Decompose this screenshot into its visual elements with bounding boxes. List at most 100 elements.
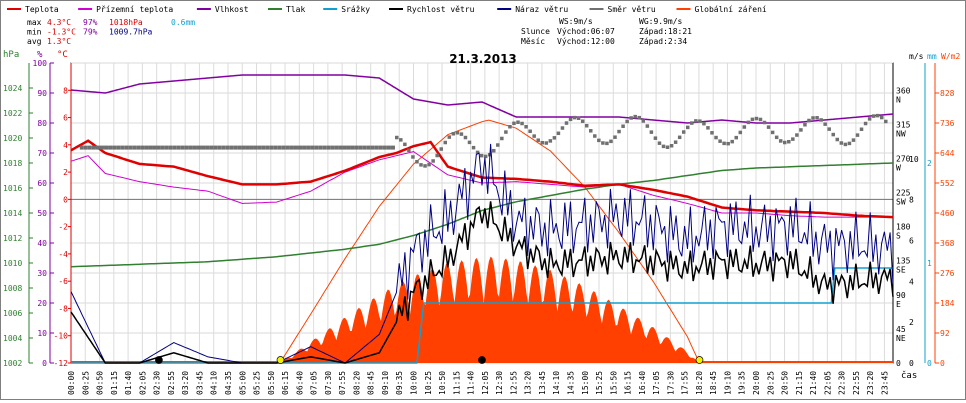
x-tick-label: 02:05 xyxy=(138,371,147,395)
wind-dir-dot xyxy=(435,153,439,158)
wind-dir-dot xyxy=(225,145,230,150)
wind-dir-dot xyxy=(645,124,650,128)
wind-dir-dot xyxy=(253,145,258,150)
wind-dir-dot xyxy=(172,145,177,150)
deg-tick: 225 xyxy=(896,189,911,198)
wind-dir-dot xyxy=(443,140,448,145)
wind-dir-dot xyxy=(330,145,335,150)
wind-dir-dot xyxy=(148,145,153,150)
wm2-tick: 828 xyxy=(940,89,955,98)
wind-dir-dot xyxy=(439,147,443,151)
hpa-tick: 1024 xyxy=(3,84,22,93)
wind-dir-dot xyxy=(722,141,726,146)
wind-dir-dot xyxy=(241,145,246,150)
stat-rain: 0.6mm xyxy=(171,18,195,27)
x-tick-label: 14:10 xyxy=(552,371,561,395)
wind-dir-dot xyxy=(819,118,823,122)
wind-dir-dot xyxy=(625,119,629,124)
wind-dir-dot xyxy=(496,143,500,147)
wind-dir-dot xyxy=(766,125,771,129)
hpa-tick: 1016 xyxy=(3,184,22,193)
wind-dir-dot xyxy=(390,145,395,150)
wind-dir-dot xyxy=(641,119,646,123)
wind-dir-dot xyxy=(164,145,169,150)
wind-dir-dot xyxy=(714,135,718,140)
wind-dir-dot xyxy=(350,145,355,150)
wm2-unit: W/m2 xyxy=(941,52,960,61)
deg-tick: 135 xyxy=(896,257,911,266)
wind-dir-dot xyxy=(710,131,714,135)
wind-dir-dot xyxy=(91,145,96,150)
wind-dir-dot xyxy=(568,117,573,122)
x-tick-label: 01:15 xyxy=(110,371,119,395)
wind-dir-dot xyxy=(532,134,536,138)
ms-unit: m/s xyxy=(909,52,924,61)
info-moon-set: Západ:2:34 xyxy=(639,37,687,46)
wind-dir-dot xyxy=(455,130,460,135)
wind-dir-dot xyxy=(855,133,860,137)
x-tick-label: 17:55 xyxy=(681,371,690,395)
wind-dir-dot xyxy=(192,145,197,150)
wind-dir-dot xyxy=(463,135,468,140)
hpa-unit: hPa xyxy=(3,50,19,60)
wind-dir-dot xyxy=(475,150,480,155)
wm2-tick: 0 xyxy=(940,359,945,368)
wind-dir-dot xyxy=(492,148,496,153)
wind-dir-dot xyxy=(467,140,472,145)
wm2-tick: 276 xyxy=(940,269,955,278)
wind-dir-dot xyxy=(811,116,815,120)
x-tick-label: 09:35 xyxy=(395,371,404,395)
x-tick-label: 08:45 xyxy=(367,371,376,395)
wind-dir-dot xyxy=(459,132,464,136)
x-tick-label: 05:00 xyxy=(238,371,247,395)
mm-tick: 2 xyxy=(927,159,932,168)
wind-dir-dot xyxy=(770,130,775,135)
x-tick-label: 11:15 xyxy=(452,371,461,395)
wind-dir-dot xyxy=(95,145,100,150)
wind-dir-dot xyxy=(217,145,222,150)
x-tick-label: 18:20 xyxy=(695,371,704,395)
deg-tick: 90 xyxy=(896,291,906,300)
wind-dir-dot xyxy=(411,155,415,159)
x-axis-label: čas xyxy=(901,370,917,381)
x-tick-label: 20:50 xyxy=(781,371,790,395)
wind-dir-dot xyxy=(370,145,375,150)
deg-dir-label: E xyxy=(896,300,901,309)
wind-dir-dot xyxy=(104,145,109,150)
wind-dir-dot xyxy=(500,136,504,141)
wind-dir-dot xyxy=(633,114,637,119)
x-tick-label: 04:10 xyxy=(210,371,219,395)
stat-hum: 97% xyxy=(83,18,98,27)
wind-dir-dot xyxy=(156,145,161,150)
wind-dir-dot xyxy=(552,136,557,140)
wind-dir-dot xyxy=(83,145,88,150)
hpa-tick: 1022 xyxy=(3,109,22,118)
x-tick-label: 05:25 xyxy=(253,371,262,395)
wind-dir-dot xyxy=(196,145,201,150)
wind-dir-dot xyxy=(168,145,173,150)
stat-label: max xyxy=(27,18,42,27)
x-tick-label: 20:25 xyxy=(766,371,775,395)
deg-dir-label: SE xyxy=(896,266,906,275)
x-tick-label: 10:50 xyxy=(438,371,447,395)
wind-dir-dot xyxy=(750,117,755,122)
pct-tick: 30 xyxy=(37,269,47,278)
stat-label: avg xyxy=(27,37,42,46)
info-ws: WS:9m/s xyxy=(559,17,593,26)
wind-dir-dot xyxy=(431,159,435,163)
wind-dir-dot xyxy=(657,141,662,145)
wind-dir-dot xyxy=(334,145,339,150)
x-tick-label: 15:25 xyxy=(595,371,604,395)
mm-tick: 0 xyxy=(927,359,932,368)
pct-tick: 80 xyxy=(37,119,47,128)
wind-dir-dot xyxy=(787,139,791,144)
x-tick-label: 07:55 xyxy=(338,371,347,395)
degc-tick: 8 xyxy=(63,86,68,95)
x-tick-label: 17:30 xyxy=(666,371,675,395)
axes: 00:00 00:25 00:50 01:15 01:40 02:05 02:30 02:55… xyxy=(3,50,960,395)
sunrise-marker xyxy=(276,356,285,364)
wind-dir-dot xyxy=(342,145,347,150)
wind-dir-dot xyxy=(875,113,880,118)
wind-dir-dot xyxy=(681,130,686,134)
